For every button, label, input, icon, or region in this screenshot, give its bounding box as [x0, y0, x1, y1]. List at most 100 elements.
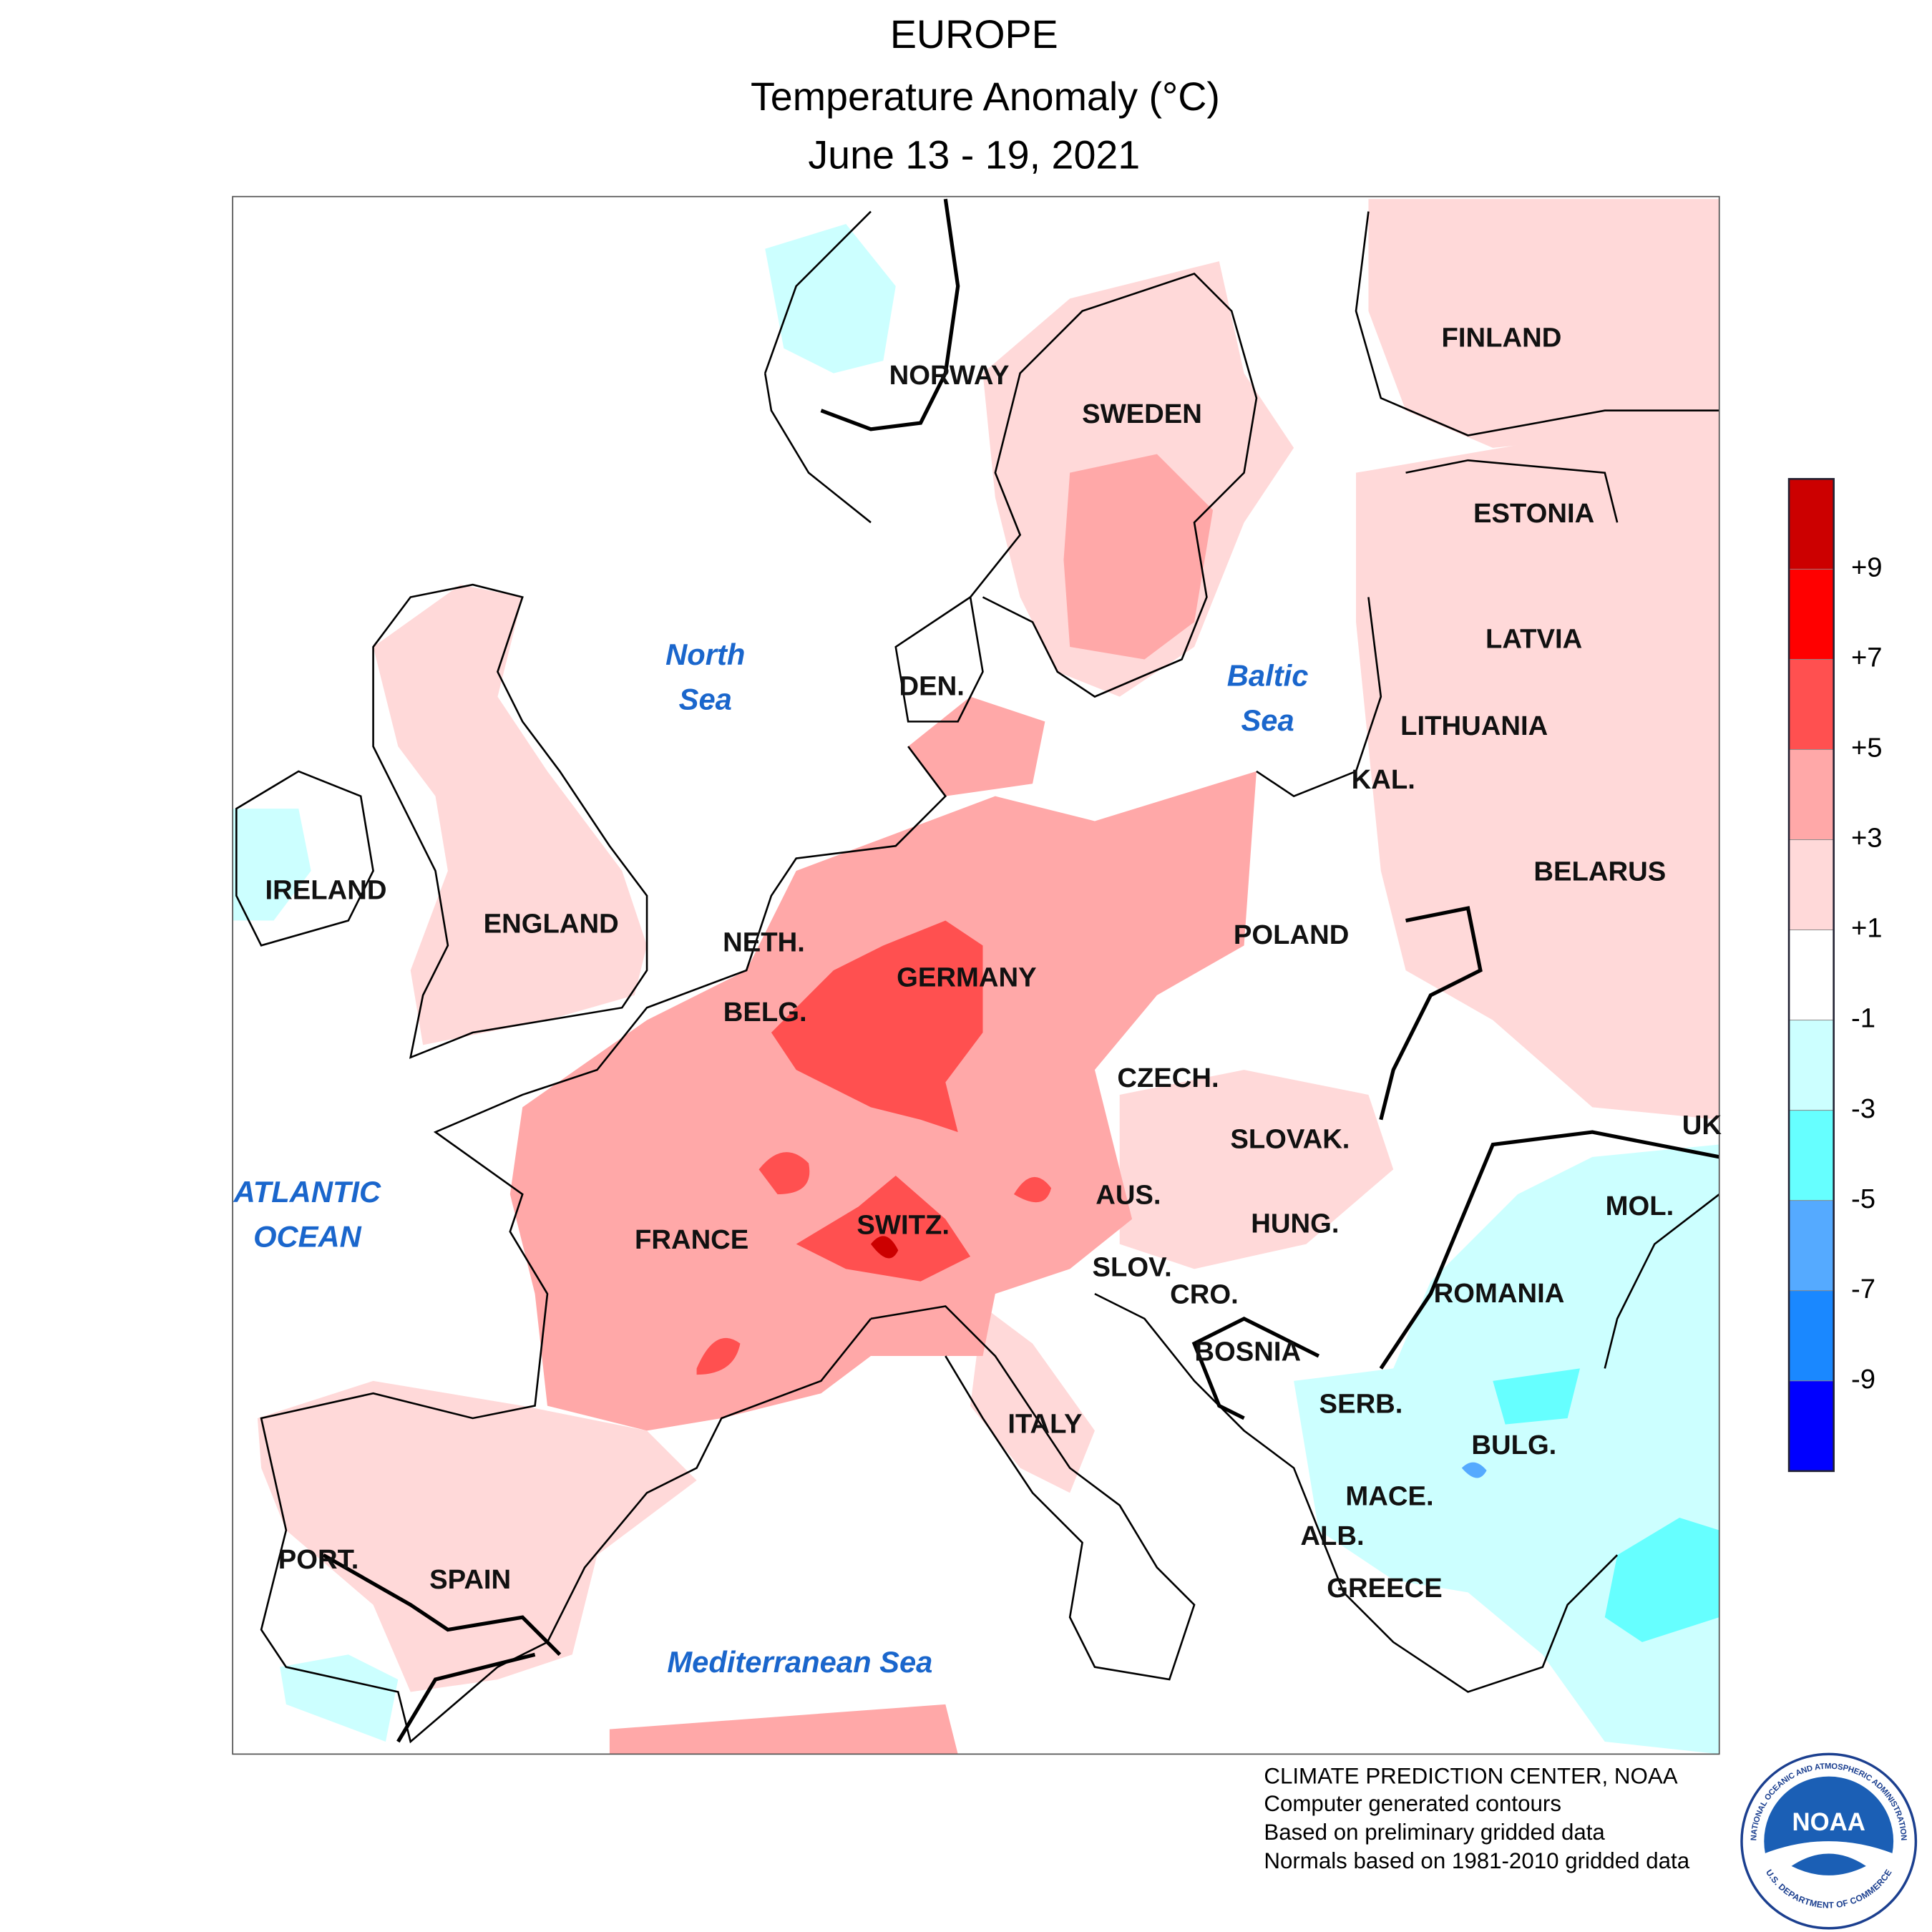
- country-label: AUS.: [1096, 1180, 1161, 1211]
- country-label: SLOV.: [1092, 1252, 1171, 1282]
- country-label: DEN.: [899, 671, 965, 702]
- anomaly-region: [1604, 1518, 1719, 1642]
- legend-swatch: [1788, 930, 1835, 1021]
- legend-label: -1: [1851, 1003, 1875, 1034]
- noaa-logo: NATIONAL OCEANIC AND ATMOSPHERIC ADMINIS…: [1740, 1752, 1918, 1930]
- country-label: CRO.: [1170, 1279, 1239, 1310]
- country-label: BOSNIA: [1194, 1337, 1301, 1367]
- subtitle: Temperature Anomaly (°C): [751, 74, 1220, 119]
- coastline: [870, 1292, 1619, 1693]
- anomaly-region: [1493, 1368, 1580, 1425]
- legend-swatch: [1788, 1020, 1835, 1111]
- legend-label: +7: [1851, 643, 1883, 673]
- legend-swatch: [1788, 1380, 1835, 1472]
- contour: [1191, 1316, 1320, 1420]
- country-label: FINLAND: [1442, 323, 1562, 353]
- sea-label: ATLANTIC: [233, 1175, 381, 1209]
- country-label: ALB.: [1300, 1521, 1364, 1551]
- anomaly-region: [1013, 1176, 1052, 1203]
- anomaly-region: [970, 1306, 1095, 1493]
- legend-swatch: [1788, 568, 1835, 660]
- legend-label: +5: [1851, 733, 1883, 763]
- contour: [1379, 1130, 1719, 1370]
- country-label: SWITZ.: [857, 1209, 950, 1240]
- legend-swatch: [1788, 839, 1835, 931]
- sea-label: Sea: [1241, 703, 1294, 737]
- legend-label: -3: [1851, 1093, 1875, 1124]
- footer: CLIMATE PREDICTION CENTER, NOAA Computer…: [1264, 1764, 1689, 1873]
- legend-label: -7: [1851, 1274, 1875, 1304]
- country-label: ROMANIA: [1434, 1278, 1565, 1309]
- legend-label: +3: [1851, 823, 1883, 854]
- legend-label: +9: [1851, 552, 1883, 582]
- legend-swatch: [1788, 659, 1835, 750]
- country-label: SLOVAK.: [1230, 1123, 1350, 1154]
- footer-line: CLIMATE PREDICTION CENTER, NOAA: [1264, 1764, 1677, 1789]
- country-label: PORT.: [278, 1544, 359, 1575]
- coastline: [235, 583, 648, 1059]
- footer-line: Normals based on 1981-2010 gridded data: [1264, 1848, 1689, 1873]
- title: EUROPE: [890, 12, 1058, 57]
- country-label: MACE.: [1345, 1480, 1433, 1511]
- sea-label: North: [665, 638, 745, 671]
- country-label: GERMANY: [897, 962, 1036, 992]
- country-label: SPAIN: [429, 1564, 511, 1595]
- anomaly-region: [758, 1152, 810, 1195]
- country-label: CZECH.: [1117, 1063, 1219, 1093]
- contour: [820, 198, 960, 431]
- map: [232, 195, 1720, 1755]
- logo-name: NOAA: [1792, 1809, 1865, 1836]
- anomaly-region: [696, 1337, 741, 1375]
- sea-label: Baltic: [1227, 659, 1309, 693]
- sea-label: Sea: [679, 683, 732, 716]
- country-label: UK: [1682, 1110, 1722, 1141]
- coastline: [1256, 211, 1719, 798]
- country-label: SWEDEN: [1082, 399, 1202, 429]
- country-label: LITHUANIA: [1400, 711, 1548, 741]
- period: June 13 - 19, 2021: [808, 132, 1140, 177]
- legend-swatch: [1788, 1110, 1835, 1201]
- contour: [322, 1553, 562, 1743]
- country-label: ESTONIA: [1473, 498, 1594, 529]
- country-label: IRELAND: [265, 875, 387, 906]
- country-label: ITALY: [1008, 1408, 1082, 1439]
- country-label: BELARUS: [1533, 857, 1666, 887]
- country-label: LATVIA: [1485, 623, 1582, 654]
- coastline: [763, 210, 1258, 698]
- legend-frame: [1787, 478, 1835, 1473]
- legend: +9 +7 +5 +3 +1 -1 -3 -5 -7 -9: [1787, 478, 1883, 1473]
- footer-line: Computer generated contours: [1264, 1791, 1561, 1816]
- anomaly-region: [280, 1654, 399, 1742]
- legend-swatch: [1788, 1200, 1835, 1292]
- anomaly-region: [233, 809, 311, 921]
- anomaly-region: [257, 1380, 697, 1692]
- anomaly-region: [1356, 410, 1719, 1120]
- contour: [1379, 906, 1483, 1121]
- coastline: [260, 595, 984, 1744]
- anomaly-region: [796, 1175, 971, 1282]
- country-label: ENGLAND: [484, 909, 619, 940]
- anomaly-region: [765, 223, 896, 374]
- anomaly-region: [1063, 454, 1214, 660]
- anomaly-region: [870, 1236, 899, 1259]
- legend-swatch: [1788, 478, 1835, 570]
- country-label: BELG.: [723, 997, 807, 1028]
- country-label: FRANCE: [635, 1224, 748, 1255]
- map-frame: [232, 195, 1720, 1755]
- anomaly-region: [609, 1704, 958, 1755]
- country-label: NETH.: [723, 927, 805, 958]
- anomaly-region: [1368, 199, 1719, 448]
- anomaly-region: [1461, 1462, 1487, 1478]
- country-label: KAL.: [1352, 764, 1415, 795]
- coastline: [1604, 1193, 1719, 1369]
- legend-label: +1: [1851, 913, 1883, 944]
- footer-line: Based on preliminary gridded data: [1264, 1820, 1605, 1845]
- legend-swatch: [1788, 749, 1835, 840]
- anomaly-region: [771, 920, 983, 1133]
- legend-label: -9: [1851, 1364, 1875, 1395]
- country-label: MOL.: [1606, 1191, 1674, 1221]
- legend-label: -5: [1851, 1184, 1875, 1214]
- country-label: SERB.: [1319, 1389, 1403, 1420]
- anomaly-region: [1119, 1070, 1394, 1269]
